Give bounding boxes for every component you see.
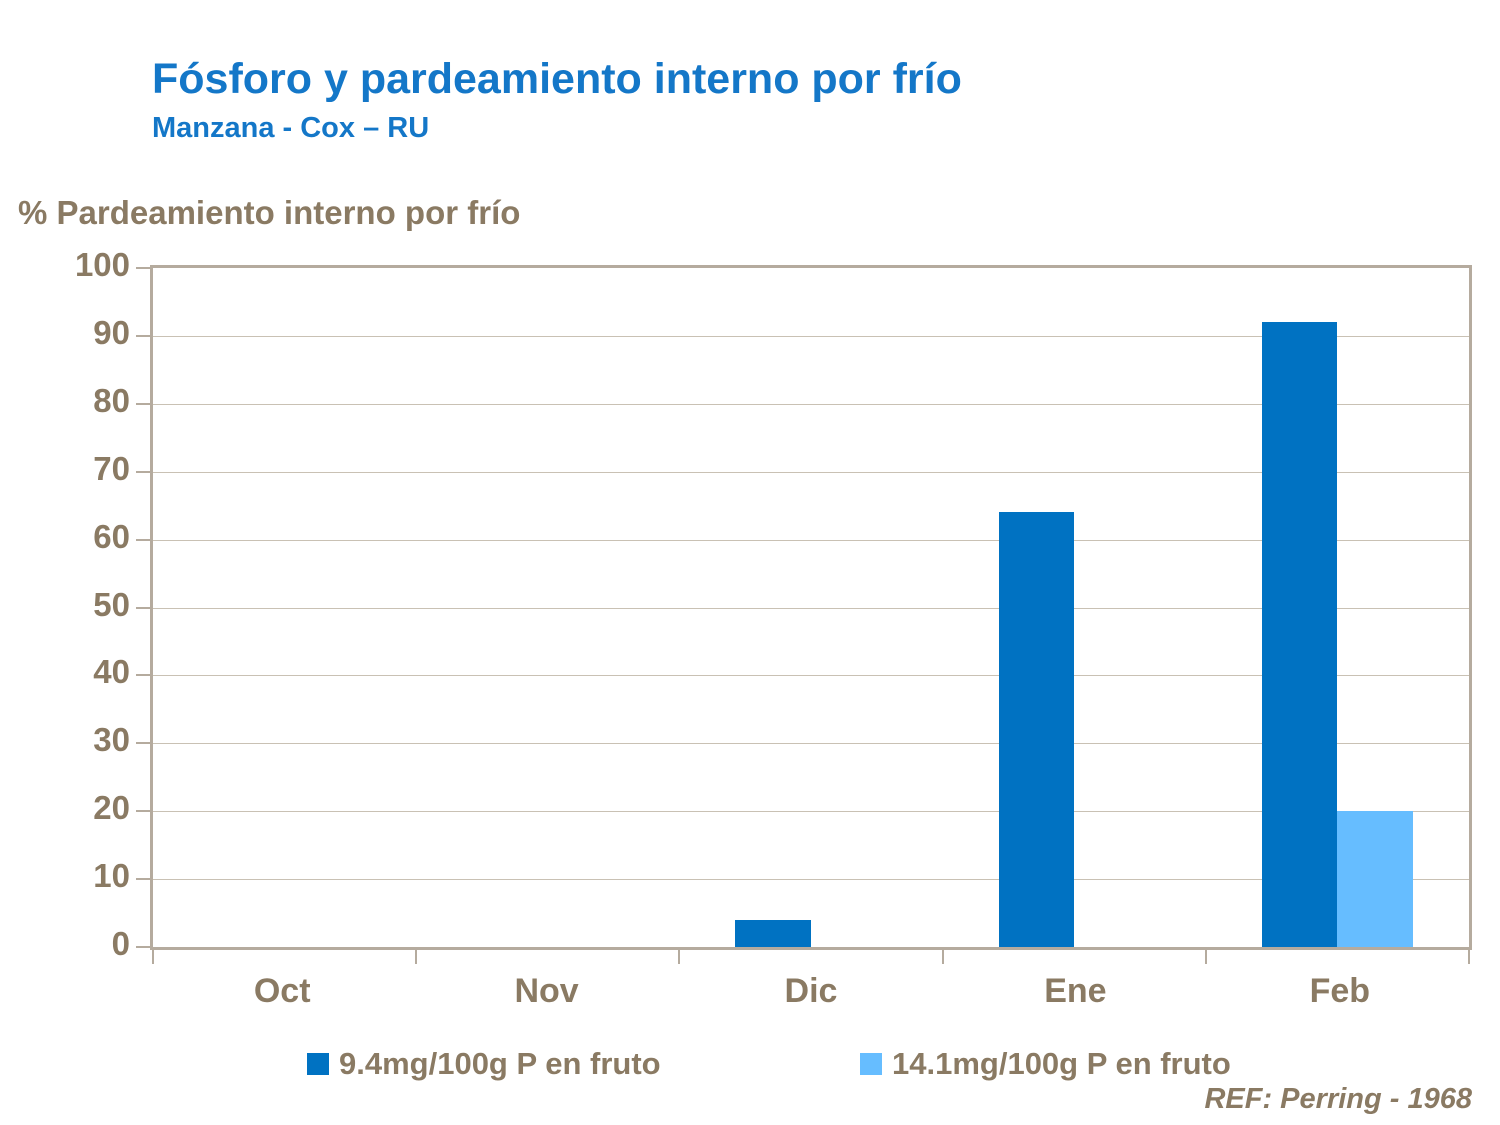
- y-tick-mark-10: [136, 878, 150, 881]
- gridline-10: [153, 879, 1469, 881]
- x-axis-label-Oct: Oct: [253, 972, 311, 1010]
- bar-Feb-series1: [1261, 322, 1338, 947]
- y-tick-label-100: 100: [74, 246, 130, 283]
- reference-text: REF: Perring - 1968: [1204, 1083, 1472, 1115]
- y-tick-mark-50: [136, 606, 150, 609]
- legend-swatch-series1: [307, 1053, 329, 1075]
- y-tick-label-0: 0: [111, 925, 130, 962]
- chart-title: Fósforo y pardeamiento interno por frío: [152, 55, 962, 103]
- chart-subtitle: Manzana - Cox – RU: [152, 112, 430, 144]
- y-tick-label-80: 80: [93, 381, 130, 419]
- bar-Dic-series1: [735, 919, 811, 947]
- legend-item-series2: 14.1mg/100g P en fruto: [860, 1046, 1231, 1082]
- legend-item-series1: 9.4mg/100g P en fruto: [307, 1046, 661, 1082]
- gridline-90: [153, 335, 1469, 337]
- y-tick-mark-0: [136, 946, 150, 948]
- y-tick-mark-40: [136, 674, 150, 677]
- gridline-50: [153, 607, 1469, 609]
- x-tick-mark-3: [941, 950, 944, 964]
- x-tick-mark-1: [415, 950, 418, 964]
- legend-swatch-series2: [860, 1053, 882, 1075]
- x-tick-mark-5: [1468, 950, 1470, 964]
- gridline-30: [153, 743, 1469, 745]
- y-tick-label-90: 90: [93, 313, 130, 351]
- y-tick-mark-60: [136, 538, 150, 541]
- y-tick-mark-80: [136, 402, 150, 405]
- y-tick-label-70: 70: [93, 449, 130, 487]
- y-tick-label-60: 60: [93, 517, 130, 555]
- x-tick-mark-2: [678, 950, 681, 964]
- y-axis-title: % Pardeamiento interno por frío: [18, 194, 521, 231]
- plot-area: [136, 265, 1472, 964]
- y-tick-mark-70: [136, 470, 150, 473]
- y-axis-tick-labels: 0 10 20 30 40 50 60 70 80 90 100: [20, 246, 130, 962]
- y-tick-mark-20: [136, 810, 150, 813]
- bar-Ene-series1: [998, 512, 1075, 947]
- y-tick-mark-100: [136, 267, 150, 269]
- legend-label-series1: 9.4mg/100g P en fruto: [339, 1046, 661, 1081]
- gridline-70: [153, 471, 1469, 473]
- y-tick-label-10: 10: [93, 857, 130, 895]
- y-tick-mark-30: [136, 742, 150, 745]
- x-axis-label-Dic: Dic: [784, 972, 838, 1010]
- x-axis-label-Nov: Nov: [514, 972, 579, 1010]
- y-tick-label-30: 30: [93, 721, 130, 759]
- y-tick-label-50: 50: [93, 585, 130, 623]
- legend: 9.4mg/100g P en fruto 14.1mg/100g P en f…: [150, 1046, 1472, 1090]
- x-tick-mark-0: [152, 950, 154, 964]
- x-tick-mark-4: [1204, 950, 1207, 964]
- x-axis-label-Ene: Ene: [1044, 972, 1107, 1010]
- bar-Feb-series2: [1337, 811, 1414, 947]
- gridline-60: [153, 539, 1469, 541]
- x-axis-labels: Oct Nov Dic Ene Feb: [150, 972, 1472, 1016]
- x-axis-label-Feb: Feb: [1309, 972, 1371, 1010]
- legend-label-series2: 14.1mg/100g P en fruto: [892, 1046, 1231, 1081]
- y-tick-mark-90: [136, 334, 150, 337]
- gridline-40: [153, 675, 1469, 677]
- y-tick-label-40: 40: [93, 653, 130, 691]
- y-tick-label-20: 20: [93, 789, 130, 827]
- gridline-80: [153, 403, 1469, 405]
- gridline-20: [153, 811, 1469, 813]
